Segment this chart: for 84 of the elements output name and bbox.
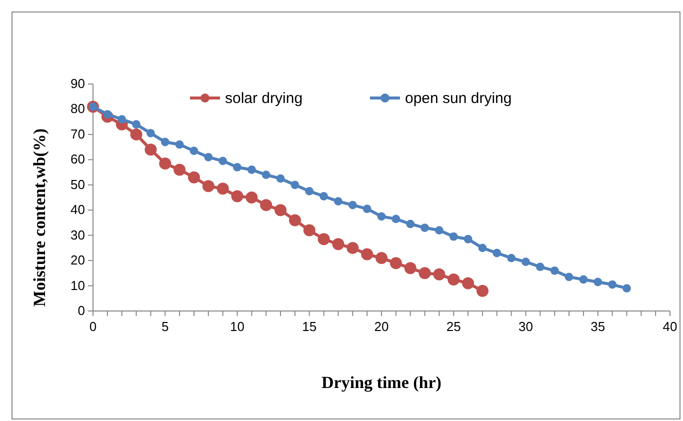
point (159, 157, 172, 170)
point (260, 199, 272, 212)
point (174, 164, 186, 176)
point (594, 278, 602, 286)
y-tick-label: 20 (70, 252, 85, 268)
point (418, 267, 431, 280)
y-tick-label: 30 (70, 227, 85, 242)
point (305, 186, 314, 196)
point (433, 268, 446, 280)
point (522, 258, 530, 266)
point (448, 273, 460, 286)
point (334, 197, 342, 206)
point (449, 232, 458, 241)
point (288, 214, 301, 226)
point (376, 252, 388, 264)
x-tick-label: 20 (374, 319, 389, 334)
legend-label: open sun drying (405, 90, 512, 107)
point (118, 115, 126, 124)
point (132, 120, 140, 129)
point (190, 146, 198, 156)
y-tick-label: 50 (70, 176, 85, 192)
point (231, 190, 244, 202)
point (202, 180, 214, 192)
y-tick-label: 70 (70, 126, 85, 142)
point (420, 224, 429, 232)
point (478, 244, 487, 252)
x-tick-label: 40 (662, 319, 678, 334)
point (377, 212, 386, 221)
point (406, 220, 415, 228)
point (175, 140, 184, 149)
point (464, 234, 472, 244)
point (303, 224, 316, 236)
point (247, 166, 256, 174)
legend-label: solar drying (225, 90, 303, 107)
y-tick-label: 0 (78, 303, 85, 318)
point (274, 204, 287, 216)
point (332, 238, 344, 250)
y-tick-label: 40 (70, 202, 85, 218)
x-tick-label: 10 (230, 319, 244, 334)
point (262, 170, 270, 179)
point (233, 163, 242, 172)
point (320, 192, 328, 200)
y-tick-label: 80 (70, 101, 85, 116)
x-tick-label: 0 (89, 319, 97, 334)
y-axis-title: Moisture content,wb(%) (30, 128, 49, 307)
point (550, 266, 559, 275)
point (246, 192, 258, 204)
point (492, 248, 502, 258)
x-tick-label: 30 (518, 319, 533, 334)
point (564, 272, 574, 282)
point (276, 174, 285, 183)
point (507, 254, 516, 262)
point (462, 277, 474, 290)
y-tick-label: 90 (70, 76, 85, 91)
y-tick-label: 60 (70, 152, 85, 167)
x-axis-title: Drying time (hr) (322, 373, 442, 392)
point (361, 248, 374, 260)
point (608, 280, 616, 289)
point (188, 171, 200, 184)
point (390, 257, 402, 270)
point (392, 214, 400, 224)
point (536, 262, 544, 272)
point (579, 275, 588, 284)
point (130, 128, 142, 140)
point (318, 233, 330, 246)
point (346, 242, 359, 254)
point (216, 182, 229, 195)
x-tick-label: 5 (162, 319, 169, 334)
point (348, 200, 357, 210)
point (146, 128, 155, 138)
point (404, 262, 416, 274)
x-tick-label: 15 (302, 319, 317, 334)
point (144, 144, 157, 156)
point (476, 284, 488, 297)
point (160, 138, 170, 146)
point (204, 152, 213, 162)
point (622, 284, 631, 292)
x-tick-label: 35 (590, 319, 606, 334)
point (435, 226, 444, 234)
point (362, 204, 372, 214)
point (218, 156, 228, 166)
x-tick-label: 25 (446, 319, 461, 334)
point (290, 180, 300, 190)
y-tick-label: 10 (70, 278, 85, 293)
